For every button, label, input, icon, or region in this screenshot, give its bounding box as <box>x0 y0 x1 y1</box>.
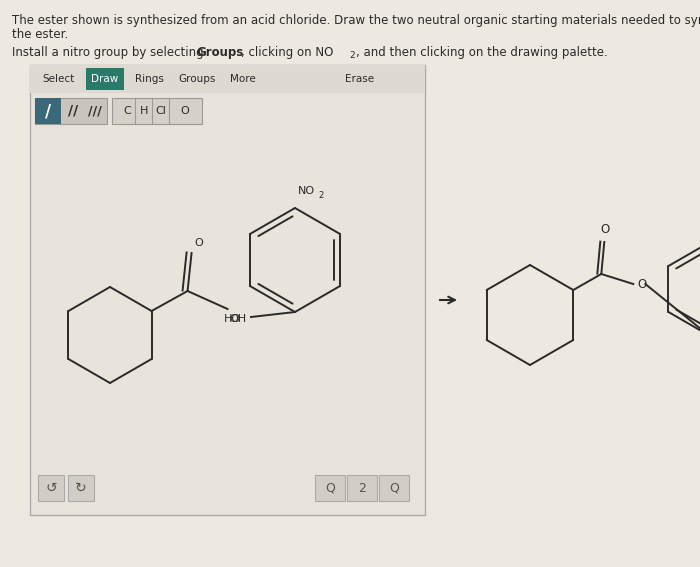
Text: 2: 2 <box>349 51 355 60</box>
Text: Groups: Groups <box>196 46 244 59</box>
Text: 2: 2 <box>358 481 366 494</box>
Text: the ester.: the ester. <box>12 28 69 41</box>
Bar <box>30 65 425 93</box>
Bar <box>379 475 409 501</box>
Bar <box>112 98 202 124</box>
Text: H: H <box>140 106 148 116</box>
Text: The ester shown is synthesized from an acid chloride. Draw the two neutral organ: The ester shown is synthesized from an a… <box>12 14 700 27</box>
Text: 2: 2 <box>318 191 323 200</box>
Bar <box>35 98 61 124</box>
Text: O: O <box>195 238 203 248</box>
Text: /: / <box>45 102 51 120</box>
Text: O: O <box>181 106 190 116</box>
Text: Select: Select <box>42 74 74 84</box>
Text: Q: Q <box>389 481 399 494</box>
Text: ↻: ↻ <box>75 481 87 495</box>
Text: , clicking on NO: , clicking on NO <box>241 46 333 59</box>
Text: Q: Q <box>325 481 335 494</box>
Bar <box>315 475 345 501</box>
Text: More: More <box>230 74 256 84</box>
Text: HO: HO <box>224 314 241 324</box>
Text: O: O <box>601 223 610 236</box>
Text: NO: NO <box>298 186 315 196</box>
Text: Cl: Cl <box>155 106 167 116</box>
Text: Groups: Groups <box>178 74 216 84</box>
Text: Erase: Erase <box>345 74 374 84</box>
Bar <box>35 98 107 124</box>
Text: //: // <box>68 104 78 118</box>
Text: ///: /// <box>88 104 102 117</box>
Text: ↺: ↺ <box>46 481 57 495</box>
Bar <box>38 475 64 501</box>
Bar <box>86 68 124 90</box>
Text: O: O <box>637 278 647 291</box>
Text: Rings: Rings <box>135 74 164 84</box>
Text: OH: OH <box>230 314 246 324</box>
Bar <box>30 65 425 515</box>
Text: Draw: Draw <box>92 74 118 84</box>
Bar <box>68 475 94 501</box>
Text: C: C <box>123 106 131 116</box>
Bar <box>347 475 377 501</box>
Text: Install a nitro group by selecting: Install a nitro group by selecting <box>12 46 207 59</box>
Text: , and then clicking on the drawing palette.: , and then clicking on the drawing palet… <box>356 46 608 59</box>
